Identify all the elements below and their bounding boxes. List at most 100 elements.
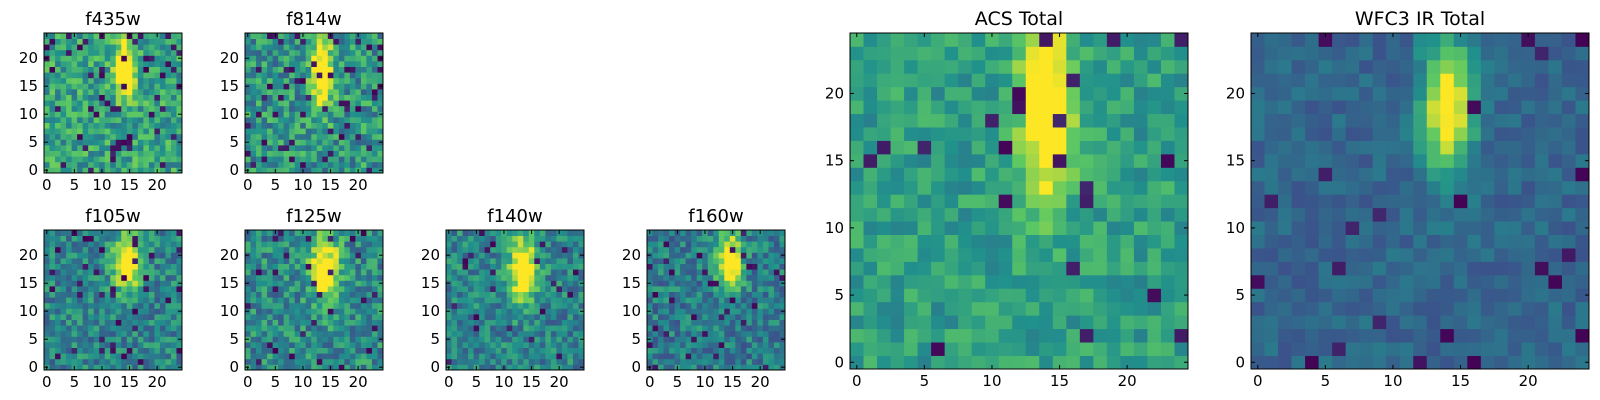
heatmap-cell bbox=[366, 280, 373, 287]
heatmap-cell bbox=[850, 355, 864, 370]
heatmap-cell bbox=[305, 89, 312, 95]
heatmap-cell bbox=[170, 44, 177, 51]
heatmap-cell bbox=[556, 319, 563, 326]
heatmap-cell bbox=[561, 358, 568, 365]
heatmap-cell bbox=[663, 336, 670, 343]
heatmap-cell bbox=[289, 111, 296, 118]
heatmap-cell bbox=[850, 248, 864, 262]
heatmap-cell bbox=[1318, 288, 1333, 303]
heatmap-cell bbox=[126, 61, 133, 67]
heatmap-cell bbox=[495, 336, 502, 343]
heatmap-cell bbox=[82, 44, 89, 51]
heatmap-cell bbox=[137, 291, 144, 298]
heatmap-cell bbox=[890, 140, 905, 155]
heatmap-cell bbox=[261, 117, 268, 123]
heatmap-cell bbox=[652, 274, 659, 281]
heatmap-cell bbox=[170, 111, 177, 118]
heatmap-cell bbox=[322, 302, 329, 309]
heatmap-cell bbox=[55, 336, 61, 343]
heatmap-cell bbox=[278, 286, 285, 292]
heatmap-cell bbox=[261, 55, 268, 62]
heatmap-cell bbox=[724, 286, 731, 292]
heatmap-cell bbox=[931, 194, 946, 209]
heatmap-cell bbox=[294, 145, 301, 151]
heatmap-cell bbox=[316, 94, 323, 101]
heatmap-cell bbox=[1305, 248, 1319, 262]
heatmap-cell bbox=[647, 353, 653, 360]
heatmap-cell bbox=[322, 342, 329, 348]
heatmap-cell bbox=[278, 33, 285, 39]
heatmap-cell bbox=[256, 280, 262, 287]
heatmap-cell bbox=[1413, 342, 1428, 356]
heatmap-cell bbox=[1066, 274, 1081, 289]
heatmap-cell bbox=[751, 258, 758, 264]
heatmap-cell bbox=[283, 66, 290, 73]
heatmap-cell bbox=[143, 111, 150, 118]
heatmap-cell bbox=[344, 314, 351, 320]
heatmap-cell bbox=[1440, 153, 1455, 168]
heatmap-cell bbox=[762, 230, 769, 236]
axes-frame bbox=[849, 32, 1189, 370]
heatmap-cell bbox=[691, 319, 698, 326]
heatmap-cell bbox=[159, 297, 166, 304]
heatmap-cell bbox=[446, 235, 452, 242]
heatmap-cell bbox=[1575, 315, 1590, 330]
heatmap-cell bbox=[740, 263, 747, 270]
heatmap-cell bbox=[311, 167, 318, 174]
heatmap-cell bbox=[707, 246, 714, 253]
heatmap-cell bbox=[77, 330, 84, 337]
heatmap-cell bbox=[60, 302, 67, 309]
heatmap-cell bbox=[1440, 301, 1455, 316]
heatmap-cell bbox=[355, 342, 362, 348]
heatmap-cell bbox=[88, 269, 95, 276]
heatmap-cell bbox=[338, 122, 345, 129]
heatmap-cell bbox=[1025, 315, 1040, 330]
heatmap-cell bbox=[272, 314, 279, 320]
heatmap-cell bbox=[1264, 355, 1279, 370]
heatmap-cell bbox=[451, 252, 458, 259]
heatmap-cell bbox=[779, 246, 786, 253]
heatmap-cell bbox=[890, 248, 905, 262]
heatmap-cell bbox=[473, 336, 480, 343]
heatmap-cell bbox=[850, 207, 864, 222]
heatmap-cell bbox=[121, 252, 128, 259]
heatmap-cell bbox=[1399, 153, 1414, 168]
heatmap-cell bbox=[724, 314, 731, 320]
heatmap-cell bbox=[49, 94, 56, 101]
heatmap-cell bbox=[272, 291, 279, 298]
heatmap-cell bbox=[534, 274, 541, 281]
heatmap-cell bbox=[495, 308, 502, 315]
heatmap-cell bbox=[768, 358, 775, 365]
heatmap-cell bbox=[148, 100, 155, 107]
heatmap-cell bbox=[311, 156, 318, 163]
heatmap-cell bbox=[746, 274, 753, 281]
heatmap-cell bbox=[267, 66, 273, 73]
heatmap-cell bbox=[917, 221, 932, 235]
heatmap-cell bbox=[66, 167, 72, 174]
heatmap-cell bbox=[44, 38, 50, 45]
heatmap-cell bbox=[165, 336, 172, 343]
heatmap-cell bbox=[355, 358, 362, 365]
heatmap-cell bbox=[245, 263, 251, 270]
heatmap-cell bbox=[1174, 73, 1189, 88]
heatmap-cell bbox=[272, 269, 279, 276]
heatmap-cell bbox=[126, 117, 133, 123]
heatmap-cell bbox=[1025, 153, 1040, 168]
heatmap-cell bbox=[451, 336, 458, 343]
heatmap-cell bbox=[93, 246, 100, 253]
heatmap-cell bbox=[278, 77, 285, 84]
heatmap-cell bbox=[267, 55, 273, 62]
heatmap-cell bbox=[1305, 328, 1319, 343]
heatmap-cell bbox=[245, 274, 251, 281]
heatmap-cell bbox=[1534, 342, 1549, 356]
heatmap-cell bbox=[93, 72, 100, 79]
heatmap-cell bbox=[746, 269, 753, 276]
heatmap-cell bbox=[680, 258, 687, 264]
x-tick-label: 15 bbox=[1050, 372, 1069, 390]
heatmap-cell bbox=[931, 328, 946, 343]
heatmap-cell bbox=[1052, 221, 1067, 235]
heatmap-cell bbox=[534, 230, 541, 236]
heatmap-cell bbox=[1480, 355, 1495, 370]
heatmap-cell bbox=[523, 308, 530, 315]
heatmap-cell bbox=[338, 274, 345, 281]
